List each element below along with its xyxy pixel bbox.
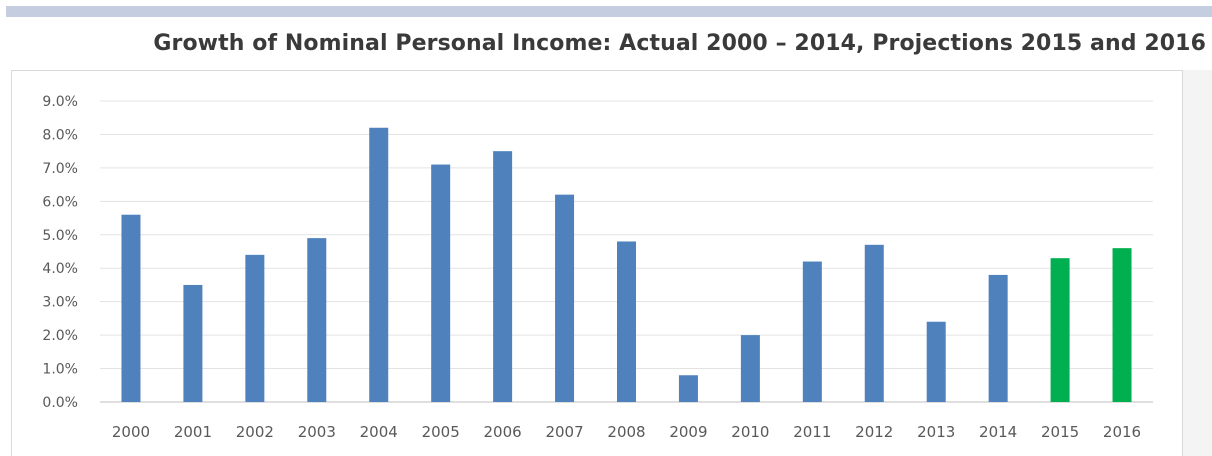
bar-2007 — [555, 194, 575, 402]
chart-frame — [11, 70, 1183, 456]
x-tick-label: 2016 — [1103, 423, 1141, 441]
x-tick-label: 2006 — [484, 423, 522, 441]
bars — [121, 127, 1132, 402]
bar-2008 — [617, 241, 636, 402]
y-tick-label: 0.0% — [42, 395, 78, 411]
x-tick-label: 2001 — [174, 423, 212, 441]
y-tick-label: 8.0% — [42, 127, 78, 143]
x-tick-label: 2014 — [979, 423, 1017, 441]
bar-2010 — [740, 335, 760, 402]
x-tick-label: 2015 — [1041, 423, 1079, 441]
bar-2015 — [1050, 258, 1070, 402]
x-tick-label: 2012 — [855, 423, 893, 441]
bar-2016 — [1112, 248, 1132, 402]
side-panel-shade — [1183, 70, 1212, 456]
x-tick-label: 2008 — [607, 423, 645, 441]
x-tick-label: 2005 — [422, 423, 460, 441]
x-tick-label: 2011 — [793, 423, 831, 441]
x-tick-label: 2009 — [669, 423, 707, 441]
bar-2012 — [864, 244, 884, 402]
x-tick-label: 2000 — [112, 423, 150, 441]
bar-2000 — [121, 214, 141, 402]
bar-2006 — [493, 151, 513, 402]
y-tick-label: 7.0% — [42, 161, 78, 177]
x-tick-label: 2007 — [545, 423, 583, 441]
bar-2002 — [245, 254, 265, 402]
y-tick-label: 1.0% — [42, 362, 78, 378]
y-tick-label: 6.0% — [42, 194, 78, 210]
bar-2009 — [678, 375, 698, 402]
x-tick-label: 2013 — [917, 423, 955, 441]
bar-2013 — [926, 321, 946, 402]
bar-2001 — [183, 284, 203, 402]
y-axis-tick-labels: 0.0% 1.0% 2.0% 3.0% 4.0% 5.0% 6.0% 7.0% 8.0% 9.0% — [42, 94, 78, 411]
x-tick-label: 2002 — [236, 423, 274, 441]
top-banner-bar — [6, 6, 1212, 17]
chart-title: Growth of Nominal Personal Income: Actua… — [153, 31, 1206, 56]
x-tick-label: 2003 — [298, 423, 336, 441]
y-tick-label: 4.0% — [42, 261, 78, 277]
bar-2014 — [988, 274, 1008, 402]
bar-2011 — [802, 261, 822, 402]
x-tick-label: 2010 — [731, 423, 769, 441]
x-tick-label: 2004 — [360, 423, 398, 441]
bar-2004 — [369, 127, 389, 402]
y-tick-label: 9.0% — [42, 94, 78, 110]
y-tick-label: 2.0% — [42, 328, 78, 344]
x-axis-tick-labels: 2000 2001 2002 2003 2004 2005 2006 2007 2008 2009… — [112, 423, 1141, 441]
y-tick-label: 3.0% — [42, 295, 78, 311]
bar-2003 — [307, 238, 327, 402]
y-tick-label: 5.0% — [42, 228, 78, 244]
bar-2005 — [431, 164, 451, 402]
